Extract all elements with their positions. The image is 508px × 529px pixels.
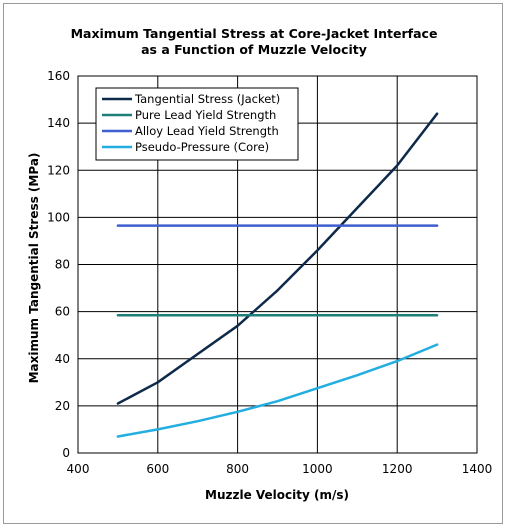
y-axis-label: Maximum Tangential Stress (MPa) <box>27 153 41 384</box>
y-tick-label: 80 <box>55 258 70 272</box>
y-tick-label: 0 <box>62 446 70 460</box>
chart-title-line1: Maximum Tangential Stress at Core-Jacket… <box>71 26 438 41</box>
legend-label-3: Alloy Lead Yield Strength <box>135 124 279 138</box>
y-tick-label: 20 <box>55 399 70 413</box>
legend: Tangential Stress (Jacket) Pure Lead Yiel… <box>95 87 299 161</box>
plot-area <box>77 75 478 454</box>
legend-label-2: Pure Lead Yield Strength <box>135 108 276 122</box>
y-tick-label: 120 <box>47 163 70 177</box>
y-tick-label: 160 <box>47 69 70 83</box>
chart-title-line2: as a Function of Muzzle Velocity <box>141 42 367 57</box>
y-tick-label: 100 <box>47 210 70 224</box>
series-lines <box>116 112 439 438</box>
x-tick-label: 600 <box>146 462 169 476</box>
tick-labels: 400 600 800 1000 1200 1400 0 20 40 60 80 100 120 140 1… <box>47 69 492 476</box>
series-line-1 <box>116 112 439 405</box>
y-tick-label: 140 <box>47 116 70 130</box>
x-tick-label: 800 <box>226 462 249 476</box>
x-tick-label: 1200 <box>382 462 413 476</box>
x-tick-label: 1000 <box>302 462 333 476</box>
series-line-4 <box>116 343 439 438</box>
x-axis-label: Muzzle Velocity (m/s) <box>205 488 349 502</box>
x-tick-label: 1400 <box>462 462 493 476</box>
legend-label-4: Pseudo-Pressure (Core) <box>135 140 269 154</box>
y-tick-label: 60 <box>55 305 70 319</box>
legend-label-1: Tangential Stress (Jacket) <box>134 92 280 106</box>
x-tick-label: 400 <box>67 462 90 476</box>
y-tick-label: 40 <box>55 352 70 366</box>
